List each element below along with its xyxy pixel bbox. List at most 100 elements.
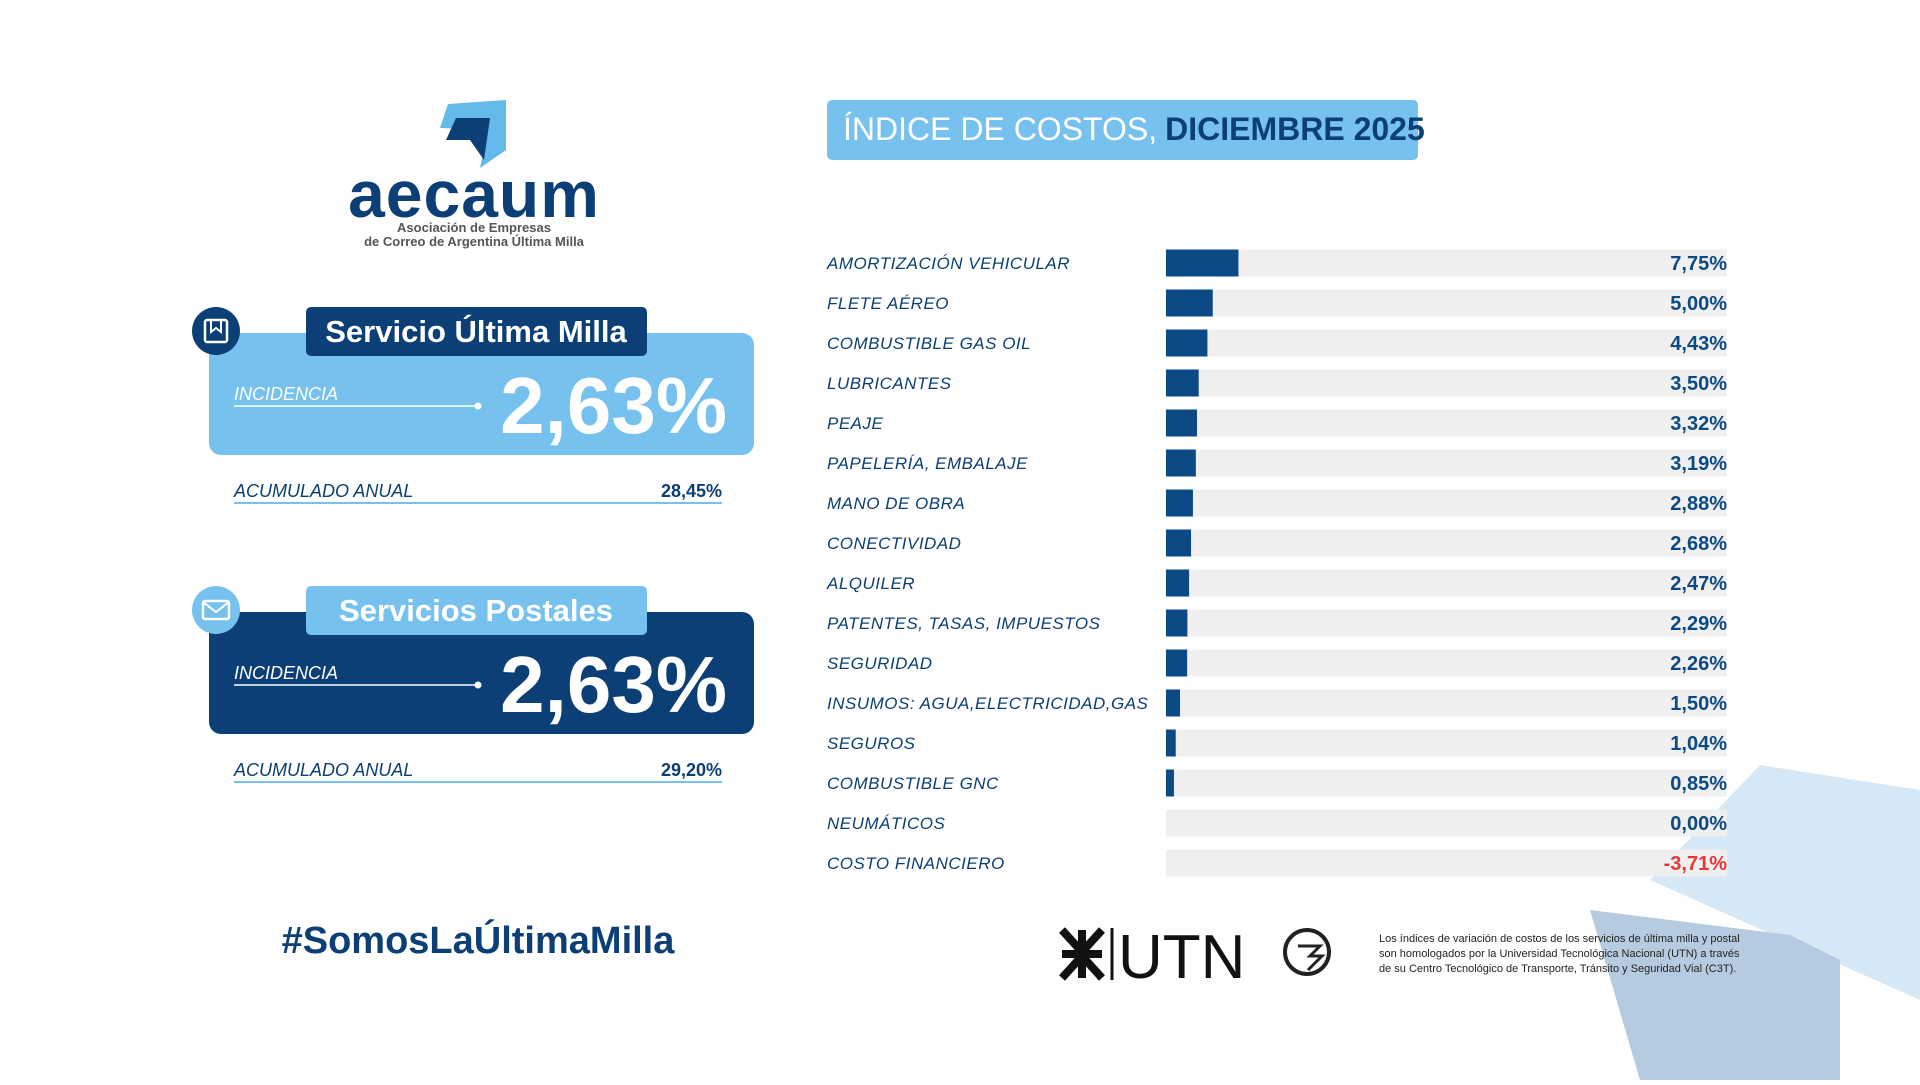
value-label: 2,29%: [1670, 613, 1727, 635]
footnote: son homologados por la Universidad Tecno…: [1379, 948, 1740, 960]
bar: [1166, 329, 1208, 357]
bar-track: [1166, 649, 1727, 677]
annual-value: 29,20%: [661, 760, 722, 780]
c3t-logo: [1298, 944, 1326, 972]
hashtag: #SomosLaÚltimaMilla: [282, 918, 676, 962]
category-label: PEAJE: [827, 414, 884, 433]
value-label: 2,47%: [1670, 573, 1727, 595]
bar-track: [1166, 289, 1727, 317]
card: Servicio Última Milla INCIDENCIA 2,63% A…: [192, 307, 754, 504]
annual-label: ACUMULADO ANUAL: [233, 760, 413, 780]
card-title: Servicios Postales: [339, 593, 613, 628]
bar-track: [1166, 809, 1727, 837]
bar: [1166, 409, 1198, 437]
chart-title: ÍNDICE DE COSTOS,: [843, 111, 1157, 147]
value-label: 0,85%: [1670, 773, 1727, 795]
card-icon: [202, 601, 230, 614]
bar-track: [1166, 529, 1727, 557]
chart-title-box: [827, 100, 1418, 160]
bar-track: [1166, 689, 1727, 717]
bar: [1166, 489, 1193, 517]
value-label: -3,71%: [1664, 853, 1728, 875]
value-label: 1,04%: [1670, 733, 1727, 755]
incidence-value: 2,63%: [500, 640, 727, 729]
bar: [1166, 609, 1188, 637]
category-label: CONECTIVIDAD: [827, 534, 961, 553]
bar: [1166, 769, 1174, 797]
category-label: INSUMOS: AGUA,ELECTRICIDAD,GAS: [827, 694, 1149, 713]
category-label: LUBRICANTES: [827, 374, 952, 393]
card-icon: [203, 318, 229, 344]
bar-track: [1166, 369, 1727, 397]
category-label: COSTO FINANCIERO: [827, 854, 1005, 873]
incidence-label: INCIDENCIA: [234, 384, 338, 404]
bar-track: [1166, 729, 1727, 757]
bar: [1166, 369, 1199, 397]
bar-track: [1166, 569, 1727, 597]
card-tab: [306, 586, 647, 635]
category-label: PATENTES, TASAS, IMPUESTOS: [827, 614, 1101, 633]
logo-subtitle: de Correo de Argentina Última Milla: [364, 234, 585, 249]
card-tab: [306, 307, 647, 356]
bar: [1166, 729, 1176, 757]
category-label: COMBUSTIBLE GAS OIL: [827, 334, 1031, 353]
incidence-label: INCIDENCIA: [234, 663, 338, 683]
bar-track: [1166, 249, 1727, 277]
category-label: PAPELERÍA, EMBALAJE: [827, 454, 1028, 473]
bar-track: [1166, 329, 1727, 357]
annual-value: 28,45%: [661, 481, 722, 501]
category-label: SEGURIDAD: [827, 654, 933, 673]
footnote: Los índices de variación de costos de lo…: [1379, 933, 1740, 945]
card-icon: [201, 599, 231, 621]
bar: [1166, 569, 1190, 597]
value-label: 2,26%: [1670, 653, 1727, 675]
footnote: de su Centro Tecnológico de Transporte, …: [1379, 963, 1736, 975]
deco-shape: [1590, 910, 1840, 1080]
value-label: 2,88%: [1670, 493, 1727, 515]
logo: aecaum Asociación de Empresas de Correo …: [348, 100, 600, 249]
logo-subtitle: Asociación de Empresas: [397, 220, 551, 235]
bar-track: [1166, 409, 1727, 437]
bar-track: [1166, 769, 1727, 797]
value-label: 0,00%: [1670, 813, 1727, 835]
separator-dot: [474, 681, 482, 689]
category-label: NEUMÁTICOS: [827, 814, 946, 833]
utn-symbol: [1059, 927, 1105, 981]
card-box: [209, 612, 754, 734]
bar: [1166, 689, 1181, 717]
card-box: [209, 333, 754, 455]
utn-text: UTN: [1118, 923, 1245, 992]
bar: [1166, 449, 1196, 477]
utn-logo: UTN: [1059, 923, 1331, 992]
category-label: SEGUROS: [827, 734, 916, 753]
value-label: 3,32%: [1670, 413, 1727, 435]
value-label: 3,19%: [1670, 453, 1727, 475]
bar-track: [1166, 849, 1727, 877]
separator-dot: [474, 402, 482, 410]
card-title: Servicio Última Milla: [325, 313, 627, 349]
bar-chart: AMORTIZACIÓN VEHICULAR 7,75% FLETE AÉREO 5,…: [826, 249, 1728, 877]
value-label: 5,00%: [1670, 293, 1727, 315]
bar-track: [1166, 609, 1727, 637]
bar: [1166, 649, 1188, 677]
bar: [1166, 289, 1213, 317]
c3t-logo: [1283, 928, 1331, 976]
incidence-value: 2,63%: [500, 361, 727, 450]
category-label: ALQUILER: [826, 574, 915, 593]
card-icon: [210, 320, 222, 335]
value-label: 3,50%: [1670, 373, 1727, 395]
value-label: 4,43%: [1670, 333, 1727, 355]
bar: [1166, 529, 1192, 557]
card-icon: [192, 586, 240, 634]
annual-label: ACUMULADO ANUAL: [233, 481, 413, 501]
card: Servicios Postales INCIDENCIA 2,63% ACUM…: [192, 586, 754, 783]
value-label: 7,75%: [1670, 253, 1727, 275]
bar: [1166, 249, 1239, 277]
card-icon: [192, 307, 240, 355]
category-label: MANO DE OBRA: [827, 494, 965, 513]
logo-text: aecaum: [348, 157, 600, 231]
category-label: COMBUSTIBLE GNC: [827, 774, 999, 793]
category-label: AMORTIZACIÓN VEHICULAR: [826, 254, 1070, 273]
